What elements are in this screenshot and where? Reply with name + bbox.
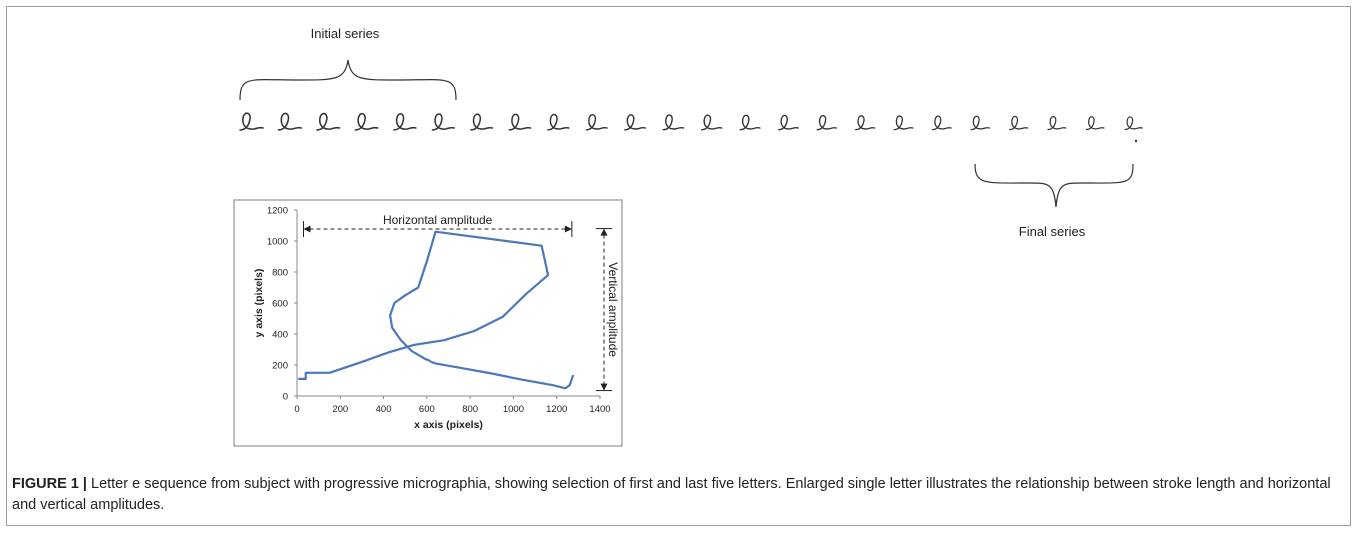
- handwritten-letter-e: [816, 114, 838, 131]
- series-line-0: [298, 230, 574, 390]
- handwritten-letter-e: [547, 113, 570, 131]
- y-tick-label: 200: [272, 361, 288, 372]
- handwritten-letter-e: [701, 114, 723, 131]
- x-tick-label: 600: [419, 404, 435, 415]
- horizontal-amplitude-label: Horizontal amplitude: [383, 213, 493, 227]
- x-tick-label: 800: [462, 404, 478, 415]
- y-tick-label: 400: [272, 330, 288, 341]
- handwritten-letter-e: [739, 114, 761, 131]
- handwritten-letter-e: [970, 115, 990, 131]
- horizontal-amplitude-arrow-right: [564, 225, 572, 233]
- handwritten-letter-e: [393, 113, 417, 131]
- y-axis-label: y axis (pixels): [253, 269, 265, 338]
- handwritten-letter-e: [778, 114, 799, 131]
- handwritten-letter-e: [470, 113, 494, 131]
- letter-sequence: [239, 112, 1143, 143]
- amplitude-chart: 0 200 400 600 800 1000 1200 1400 0 200 400 600 800 10…: [253, 206, 620, 432]
- handwritten-letter-e: [893, 115, 914, 131]
- handwritten-letter-e: [585, 113, 608, 131]
- y-tick-label: 0: [283, 392, 288, 403]
- figure-label: FIGURE 1 |: [12, 476, 87, 492]
- x-tick-label: 200: [332, 404, 348, 415]
- handwritten-letter-e: [624, 114, 647, 131]
- handwritten-letter-e: [277, 112, 303, 131]
- sequence-end-dot: [1134, 139, 1138, 143]
- handwritten-letter-e: [354, 112, 379, 131]
- initial-series-brace: [239, 59, 457, 101]
- handwritten-letter-e: [431, 113, 455, 131]
- handwritten-letter-e: [1085, 116, 1105, 131]
- handwritten-letter-e: [931, 115, 952, 131]
- vertical-amplitude-arrow-bottom: [600, 383, 608, 391]
- x-tick-label: 1400: [589, 404, 610, 415]
- x-tick-label: 1000: [503, 404, 524, 415]
- handwritten-letter-e: [662, 114, 685, 131]
- handwritten-letter-e: [316, 112, 341, 131]
- initial-series-label: Initial series: [311, 26, 380, 41]
- y-tick-label: 1200: [267, 206, 288, 217]
- handwritten-letter-e: [1008, 115, 1029, 131]
- handwritten-letter-e: [508, 113, 532, 131]
- handwritten-letter-e: [239, 112, 264, 131]
- handwritten-letter-e: [1047, 115, 1067, 131]
- x-tick-label: 1200: [546, 404, 567, 415]
- x-tick-label: 0: [294, 404, 299, 415]
- vertical-amplitude-label: Vertical amplitude: [606, 262, 620, 357]
- vertical-amplitude-arrow-top: [600, 228, 608, 236]
- y-tick-label: 800: [272, 268, 288, 279]
- handwritten-letter-e: [1124, 116, 1143, 131]
- horizontal-amplitude-arrow-left: [303, 225, 311, 233]
- figure-frame: [6, 6, 1351, 526]
- final-series-brace: [974, 163, 1134, 208]
- final-series-label: Final series: [1019, 224, 1086, 239]
- handwritten-letter-e: [855, 115, 876, 131]
- y-tick-label: 600: [272, 299, 288, 310]
- x-axis-label: x axis (pixels): [414, 419, 483, 431]
- figure-caption: FIGURE 1 | Letter e sequence from subjec…: [12, 474, 1332, 516]
- caption-text: Letter e sequence from subject with prog…: [12, 476, 1331, 513]
- chart-box: [233, 199, 623, 447]
- y-tick-label: 1000: [267, 237, 288, 248]
- x-tick-label: 400: [376, 404, 392, 415]
